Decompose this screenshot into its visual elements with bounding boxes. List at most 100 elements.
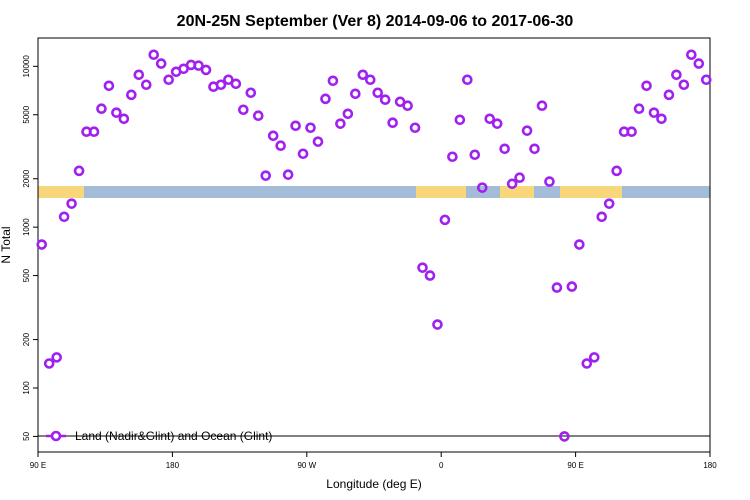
point: [73, 165, 85, 177]
point: [66, 198, 77, 209]
point: [648, 107, 660, 118]
legend-label: Land (Nadir&Glint) and Ocean (Glint): [75, 429, 272, 443]
y-tick-label: 1000: [22, 218, 31, 236]
point: [476, 182, 488, 193]
y-tick-label: 50: [22, 431, 31, 440]
point: [424, 270, 436, 281]
point: [678, 79, 690, 91]
point: [574, 239, 585, 250]
point: [357, 69, 369, 81]
point: [327, 75, 339, 87]
point: [133, 69, 145, 81]
point: [238, 104, 249, 116]
point: [596, 211, 608, 223]
point: [387, 117, 398, 129]
point: [603, 198, 615, 209]
point: [312, 136, 324, 147]
point: [686, 49, 697, 61]
point: [671, 69, 682, 81]
point: [267, 130, 279, 142]
point: [491, 118, 503, 129]
point: [581, 358, 593, 369]
point: [155, 58, 167, 69]
y-tick-label: 10000: [22, 55, 31, 78]
point: [245, 87, 257, 99]
point: [275, 140, 286, 151]
point: [372, 87, 384, 99]
y-tick-label: 100: [22, 381, 31, 395]
point: [252, 110, 264, 122]
point: [88, 126, 100, 138]
point: [529, 143, 540, 155]
point: [544, 176, 555, 187]
point: [103, 80, 115, 92]
point: [305, 122, 316, 134]
point: [417, 262, 428, 273]
y-tick-label: 200: [22, 332, 31, 346]
map-strip: [38, 186, 710, 198]
x-tick-label: 0: [439, 461, 444, 470]
point: [335, 118, 346, 129]
point: [559, 431, 570, 442]
point: [140, 79, 152, 91]
point: [364, 74, 376, 86]
x-tick-label: 90 E: [567, 461, 583, 470]
point: [551, 282, 563, 293]
y-tick-label: 5000: [22, 105, 31, 123]
legend-marker: [50, 430, 62, 442]
point: [439, 214, 451, 226]
point: [506, 178, 518, 190]
point: [282, 169, 294, 180]
point: [350, 88, 361, 100]
x-tick-label: 180: [703, 461, 717, 470]
point: [432, 319, 443, 330]
point: [484, 113, 496, 125]
y-axis-title: N Total: [0, 226, 13, 263]
point: [193, 60, 204, 71]
point: [566, 281, 578, 292]
point: [36, 239, 48, 250]
y-tick-label: 500: [22, 268, 31, 282]
point: [297, 148, 309, 160]
point: [260, 170, 272, 181]
point: [693, 58, 705, 69]
point: [588, 352, 600, 363]
point: [148, 49, 160, 61]
point: [536, 100, 548, 112]
point: [290, 120, 301, 132]
point: [521, 125, 533, 136]
point: [454, 114, 466, 126]
point: [626, 126, 637, 138]
point: [611, 165, 622, 177]
point: [51, 352, 62, 363]
point: [215, 79, 227, 91]
point: [111, 107, 122, 118]
point: [200, 64, 212, 76]
plot-frame: [37, 37, 711, 453]
point: [663, 89, 675, 101]
point: [409, 122, 421, 134]
point: [379, 94, 391, 106]
point: [499, 143, 510, 155]
point: [656, 113, 667, 125]
point: [633, 103, 645, 115]
point: [469, 149, 481, 161]
point: [462, 74, 473, 86]
point: [402, 100, 413, 112]
chart-title: 20N-25N September (Ver 8) 2014-09-06 to …: [177, 13, 574, 30]
point: [163, 74, 174, 86]
x-axis-title: Longitude (deg E): [326, 477, 421, 491]
x-tick-label: 180: [166, 461, 180, 470]
y-tick-label: 2000: [22, 169, 31, 187]
point: [43, 358, 55, 369]
point: [230, 78, 242, 90]
point: [126, 89, 137, 101]
x-tick-label: 90 W: [297, 461, 316, 470]
point: [320, 93, 331, 105]
point: [96, 103, 107, 115]
point: [118, 113, 130, 125]
point: [700, 74, 712, 86]
point: [641, 80, 652, 92]
point: [447, 151, 458, 163]
